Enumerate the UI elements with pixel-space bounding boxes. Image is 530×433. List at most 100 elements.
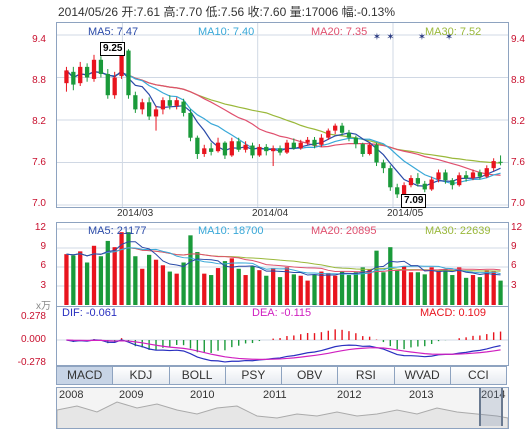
candle-body — [78, 66, 83, 84]
candlestick-chart[interactable]: ✶ ✶ ✶ ✶ — [57, 23, 508, 207]
candle-body — [436, 172, 441, 180]
volume-bar — [408, 272, 414, 305]
open-label: 开: — [121, 5, 137, 19]
vol-ma5-line — [66, 241, 501, 276]
candle-body — [160, 100, 166, 110]
volume-bar — [498, 280, 503, 305]
timeline-year-2009[interactable]: 2009 — [119, 389, 144, 401]
timeline-year-2014[interactable]: 2014 — [481, 389, 506, 401]
price-axis-right-3: 7.6 — [511, 157, 525, 168]
candle-body — [401, 185, 407, 195]
vol-ma20-line — [66, 247, 501, 273]
timeline-year-2010[interactable]: 2010 — [190, 389, 215, 401]
volume-bar — [153, 259, 159, 305]
timeline-year-2011[interactable]: 2011 — [263, 389, 287, 401]
volume-bar — [181, 262, 186, 305]
price-chart-panel[interactable]: ✶ ✶ ✶ ✶ — [56, 22, 509, 208]
candle-body — [381, 162, 386, 169]
price-axis-right-0: 9.4 — [511, 34, 525, 45]
timeline-range-handle[interactable] — [479, 388, 503, 426]
vol-axis-left-3: 3 — [40, 280, 46, 291]
volume-unit-label: x万 — [36, 301, 51, 312]
volume-bar — [360, 267, 365, 305]
volume-bar — [64, 254, 69, 305]
candle-body — [277, 148, 283, 153]
candle-body — [319, 137, 324, 145]
candle-body — [133, 95, 138, 110]
candle-body — [477, 172, 483, 177]
tab-boll[interactable]: BOLL — [169, 367, 226, 384]
volume-bar — [215, 268, 221, 305]
volume-bar — [381, 272, 386, 305]
price-axis-left-1: 8.8 — [32, 75, 46, 86]
timeline-year-2013[interactable]: 2013 — [409, 389, 434, 401]
event-marker-icon: ✶ — [373, 32, 381, 43]
volume-bar — [374, 250, 379, 305]
tab-obv[interactable]: OBV — [282, 367, 339, 384]
macd-axis-left-1: 0.000 — [20, 334, 46, 345]
macd-axis-left-0: 0.278 — [20, 311, 46, 322]
candle-body — [236, 141, 241, 150]
candle-body — [271, 148, 276, 152]
indicator-tab-bar: MACD KDJ BOLL PSY OBV RSI WVAD CCI — [56, 366, 507, 385]
candle-body — [64, 70, 69, 84]
candle-body — [346, 132, 352, 138]
tab-psy[interactable]: PSY — [225, 367, 282, 384]
volume-bar — [160, 265, 166, 305]
vol-ma30-line — [66, 247, 501, 272]
candle-body — [408, 178, 414, 186]
volume-bar — [229, 258, 234, 305]
event-marker-icon: ✶ — [418, 32, 426, 43]
volume-bar — [339, 271, 345, 305]
volume-chart-panel[interactable] — [56, 222, 509, 308]
volume-bar — [209, 275, 214, 305]
candle-body — [181, 101, 186, 113]
quote-date: 2014/05/26 — [58, 5, 119, 19]
candle-body — [491, 161, 496, 169]
date-label-may: 2014/05 — [387, 208, 424, 219]
macd-chart[interactable] — [57, 307, 508, 365]
candle-body — [167, 100, 172, 106]
volume-bar — [463, 277, 469, 305]
tab-wvad[interactable]: WVAD — [394, 367, 451, 384]
candle-body — [188, 112, 193, 138]
candle-body — [215, 142, 221, 152]
timeline-year-2012[interactable]: 2012 — [337, 389, 362, 401]
price-axis-right-1: 8.8 — [511, 75, 525, 86]
volume-bar — [78, 251, 83, 305]
volume-chart[interactable] — [57, 223, 508, 307]
volume-bar — [367, 269, 372, 305]
date-label-march: 2014/03 — [117, 208, 154, 219]
volume-bar — [146, 254, 152, 305]
close-value: 7.60 — [262, 5, 287, 19]
vol-ma5-legend: MA5: 21177 — [88, 225, 147, 237]
candle-body — [298, 142, 303, 149]
macd-chart-panel[interactable] — [56, 306, 509, 366]
ma5-legend: MA5: 7.47 — [88, 26, 139, 38]
candle-body — [140, 102, 145, 110]
date-label-april: 2014/04 — [252, 208, 289, 219]
candle-body — [388, 168, 393, 188]
low-value: 7.56 — [220, 5, 245, 19]
candle-body — [243, 144, 248, 150]
candle-body — [71, 71, 76, 85]
timeline-navigator[interactable]: 2008 2009 2010 2011 2012 2013 2014 — [56, 387, 509, 429]
candle-body — [153, 109, 159, 117]
candle-body — [195, 137, 200, 154]
candle-body — [174, 100, 179, 106]
volume-bar — [222, 261, 228, 305]
candle-body — [498, 161, 503, 163]
dea-line — [66, 339, 501, 360]
candle-body — [284, 142, 290, 153]
timeline-year-2008[interactable]: 2008 — [59, 389, 84, 401]
tab-kdj[interactable]: KDJ — [113, 367, 170, 384]
price-axis-left-4: 7.0 — [32, 198, 46, 209]
candle-body — [84, 66, 90, 78]
volume-bar — [346, 275, 352, 305]
candle-body — [291, 142, 296, 149]
macd-legend: MACD: 0.109 — [420, 307, 487, 319]
tab-rsi[interactable]: RSI — [338, 367, 395, 384]
tab-macd[interactable]: MACD — [57, 367, 114, 384]
tab-cci[interactable]: CCI — [450, 367, 506, 384]
volume-bar — [388, 247, 393, 305]
